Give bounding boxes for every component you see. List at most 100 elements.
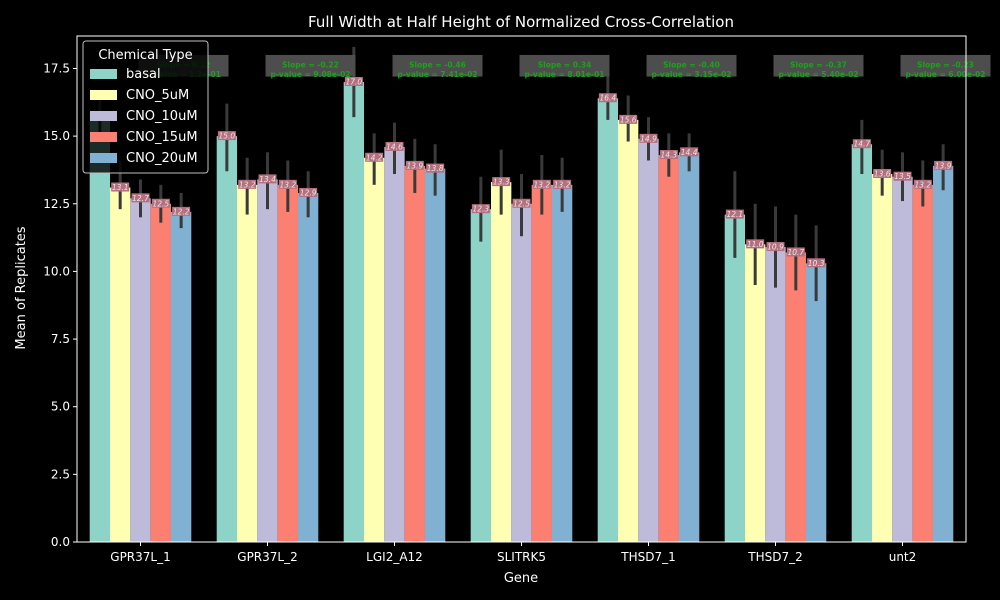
- bar: [110, 187, 131, 542]
- annotation-slope: Slope = -0.22: [282, 60, 339, 69]
- legend-swatch: [90, 153, 117, 163]
- bar: [257, 179, 278, 543]
- annotation-slope: Slope = -0.46: [409, 60, 466, 69]
- value-label-box: [746, 239, 765, 249]
- value-label-box: [639, 133, 658, 143]
- bar: [785, 252, 806, 542]
- bar: [765, 247, 786, 542]
- value-label: 17.0: [346, 78, 363, 87]
- bar: [491, 182, 512, 542]
- x-tick-label: LGI2_A12: [366, 550, 423, 564]
- bar: [277, 184, 298, 542]
- value-label: 14.9: [640, 134, 657, 143]
- annotation-box: [392, 54, 483, 77]
- annotation-box: [773, 54, 864, 77]
- bar: [912, 184, 933, 542]
- value-label-box: [238, 179, 257, 189]
- y-tick-label: 2.5: [51, 467, 70, 481]
- bar: [851, 144, 873, 542]
- value-label-box: [217, 131, 236, 141]
- value-label: 14.2: [366, 153, 383, 162]
- bar: [872, 174, 893, 542]
- annotation-pvalue: p-value = 5.40e-02: [778, 70, 858, 79]
- value-label: 14.6: [386, 142, 403, 151]
- value-label: 13.2: [914, 180, 931, 189]
- legend-title: Chemical Type: [98, 48, 192, 63]
- value-label: 13.9: [935, 161, 952, 170]
- y-tick-label: 10.0: [43, 264, 70, 278]
- value-label-box: [680, 147, 699, 157]
- value-label: 13.2: [279, 180, 296, 189]
- value-label: 10.9: [767, 243, 784, 252]
- x-tick-label: THSD7_1: [620, 550, 675, 564]
- y-tick-label: 5.0: [51, 400, 70, 414]
- value-label-box: [512, 198, 531, 208]
- bar: [678, 152, 700, 542]
- value-label-box: [934, 160, 953, 170]
- value-label-box: [492, 177, 511, 187]
- value-label-box: [786, 247, 805, 257]
- value-label: 11.0: [747, 240, 764, 249]
- bar: [364, 157, 385, 542]
- value-label-box: [873, 169, 892, 178]
- value-label: 10.7: [787, 248, 804, 257]
- legend-swatch: [90, 132, 117, 142]
- annotation-slope: Slope = -0.40: [663, 60, 720, 69]
- value-label-box: [385, 141, 404, 151]
- bar: [384, 146, 405, 543]
- bar: [343, 82, 365, 542]
- legend-label: basal: [126, 67, 161, 82]
- annotation-pvalue: p-value = 6.00e-02: [905, 70, 985, 79]
- annotation-box: [519, 54, 610, 77]
- annotation-pvalue: p-value = 7.41e-02: [397, 70, 477, 79]
- bar: [170, 211, 192, 542]
- x-tick-label: GPR37L_1: [110, 550, 170, 564]
- x-tick-label: unt2: [889, 550, 917, 564]
- annotation-slope: Slope = -0.23: [917, 60, 974, 69]
- legend-label: CNO_10uM: [126, 109, 198, 124]
- value-label-box: [426, 163, 445, 173]
- value-label-box: [258, 174, 277, 184]
- value-label: 10.3: [808, 259, 825, 268]
- value-label: 16.4: [600, 94, 617, 103]
- y-axis-label: Mean of Replicates: [14, 226, 29, 349]
- legend-swatch: [90, 111, 117, 121]
- annotation-slope: Slope = -0.37: [790, 60, 847, 69]
- bar: [892, 176, 913, 543]
- value-label: 12.1: [727, 210, 744, 219]
- y-tick-label: 15.0: [43, 129, 70, 143]
- value-label: 12.9: [300, 188, 317, 197]
- value-label-box: [852, 139, 871, 149]
- bar: [932, 165, 954, 542]
- value-label-box: [766, 242, 785, 252]
- bar: [511, 203, 532, 542]
- value-label-box: [471, 204, 490, 214]
- value-label-box: [659, 150, 678, 160]
- value-label-box: [365, 152, 384, 162]
- value-label: 13.2: [533, 180, 550, 189]
- value-label-box: [151, 198, 170, 208]
- annotation-box: [900, 54, 991, 77]
- value-label: 12.7: [132, 194, 149, 203]
- bar: [404, 165, 425, 542]
- bar: [618, 119, 639, 542]
- value-label-box: [725, 209, 744, 219]
- bar: [424, 168, 446, 542]
- legend: Chemical Type basal CNO_5uM CNO_10uM CNO_15u…: [82, 40, 209, 174]
- value-label-box: [111, 182, 130, 192]
- value-label: 13.2: [239, 180, 256, 189]
- bar: [150, 203, 171, 542]
- value-label: 12.5: [513, 199, 530, 208]
- value-label-box: [172, 206, 191, 216]
- annotation-slope: Slope = 0.34: [538, 60, 592, 69]
- value-label: 13.4: [259, 175, 276, 184]
- x-tick-label: THSD7_2: [747, 550, 802, 564]
- bar: [745, 244, 766, 542]
- x-axis-label: Gene: [504, 571, 538, 586]
- value-label-box: [619, 114, 638, 124]
- value-label: 15.6: [620, 115, 637, 124]
- value-label: 12.3: [473, 205, 490, 214]
- x-tick-label: GPR37L_2: [237, 550, 297, 564]
